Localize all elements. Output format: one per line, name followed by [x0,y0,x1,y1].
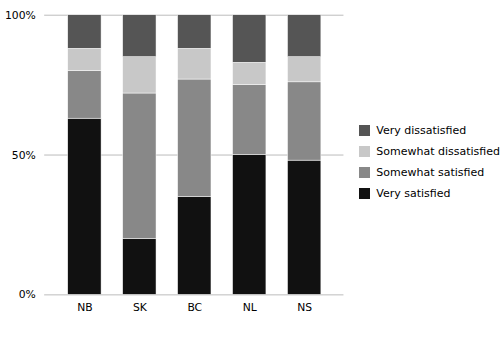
svg-text:NB: NB [77,301,92,314]
svg-text:SK: SK [133,301,148,314]
html-text:Very dissatisfied: Very dissatisfied [376,123,467,137]
html-text:Very satisfied: Very satisfied [376,186,451,200]
svg-text:NS: NS [297,301,312,314]
svg-text:NL: NL [243,301,257,314]
svg-text:0%: 0% [19,288,36,301]
svg-text:100%: 100% [5,9,36,22]
svg-text:50%: 50% [12,148,36,161]
html-text:Somewhat satisfied: Somewhat satisfied [376,165,485,179]
svg-text:BC: BC [187,301,202,314]
html-text:Somewhat dissatisfied: Somewhat dissatisfied [376,144,500,158]
